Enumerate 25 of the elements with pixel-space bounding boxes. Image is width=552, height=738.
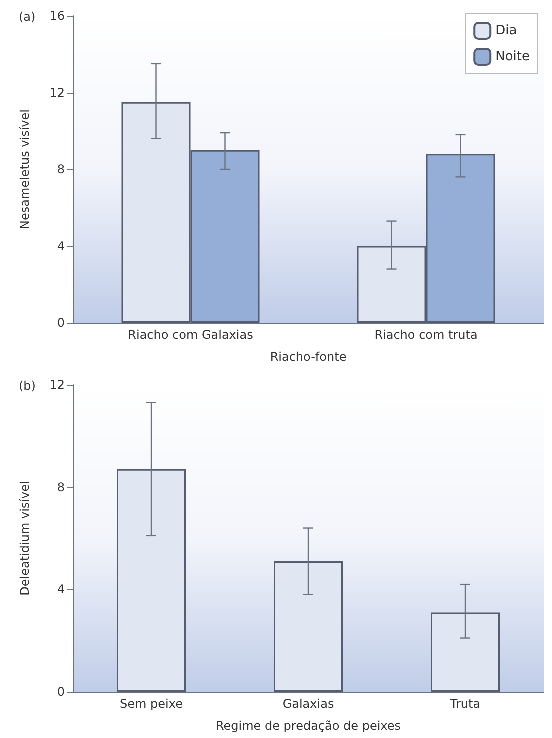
x-axis-title: Riacho-fonte xyxy=(270,350,347,364)
x-tick-label: Truta xyxy=(449,697,481,711)
y-axis-title: Nesameletus visível xyxy=(18,110,32,230)
y-axis-title: Deleatidium visível xyxy=(18,481,32,596)
x-tick-label: Sem peixe xyxy=(120,697,183,711)
bar xyxy=(117,469,186,692)
x-tick-label: Riacho com Galaxias xyxy=(128,328,254,342)
y-tick-label: 8 xyxy=(57,162,65,176)
legend-label: Noite xyxy=(496,50,530,64)
y-tick-label: 0 xyxy=(57,316,65,330)
x-axis-title: Regime de predação de peixes xyxy=(216,719,402,733)
y-tick-label: 8 xyxy=(57,480,65,494)
legend-label: Dia xyxy=(496,24,518,38)
bar xyxy=(431,612,500,692)
y-tick-label: 12 xyxy=(50,86,65,100)
chart-title: (a) xyxy=(19,10,36,24)
y-tick-label: 4 xyxy=(57,582,65,597)
y-tick-label: 0 xyxy=(57,685,65,699)
x-tick-label: Riacho com truta xyxy=(374,328,478,342)
y-tick-label: 16 xyxy=(50,9,65,23)
y-tick-label: 4 xyxy=(57,239,65,254)
chart-title: (b) xyxy=(19,379,36,393)
bar xyxy=(274,562,343,692)
y-tick-label: 12 xyxy=(50,378,65,392)
x-tick-label: Galaxias xyxy=(282,697,334,711)
